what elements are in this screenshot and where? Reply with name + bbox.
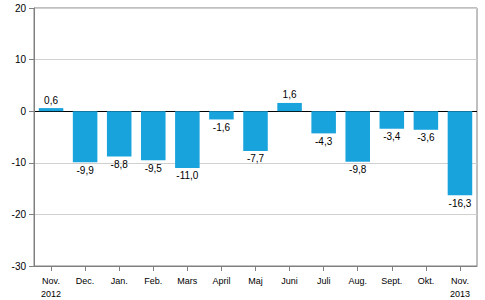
svg-text:-4,3: -4,3: [315, 136, 333, 147]
svg-text:-9,5: -9,5: [145, 163, 163, 174]
svg-text:2013: 2013: [450, 289, 470, 299]
svg-text:-1,6: -1,6: [213, 122, 231, 133]
svg-text:Sept.: Sept.: [381, 276, 402, 286]
svg-text:2012: 2012: [41, 289, 61, 299]
svg-text:-9,8: -9,8: [349, 164, 367, 175]
svg-text:Juli: Juli: [317, 276, 331, 286]
svg-text:10: 10: [15, 54, 27, 65]
svg-text:Aug.: Aug.: [348, 276, 367, 286]
svg-text:-20: -20: [12, 209, 27, 220]
svg-text:Dec.: Dec.: [76, 276, 95, 286]
svg-text:-3,4: -3,4: [383, 131, 401, 142]
svg-text:April: April: [212, 276, 230, 286]
svg-text:-11,0: -11,0: [176, 170, 198, 181]
svg-text:0,6: 0,6: [44, 95, 58, 106]
svg-text:-8,8: -8,8: [111, 159, 129, 170]
svg-text:Feb.: Feb.: [144, 276, 162, 286]
svg-text:Jan.: Jan.: [111, 276, 128, 286]
svg-text:Nov.: Nov.: [42, 276, 60, 286]
svg-text:Okt.: Okt.: [418, 276, 435, 286]
svg-text:-7,7: -7,7: [247, 153, 265, 164]
svg-text:Juni: Juni: [281, 276, 298, 286]
svg-text:1,6: 1,6: [283, 89, 297, 100]
svg-text:-30: -30: [12, 261, 27, 272]
svg-text:20: 20: [15, 3, 27, 14]
svg-text:-10: -10: [12, 157, 27, 168]
svg-text:-9,9: -9,9: [76, 165, 94, 176]
svg-text:-3,6: -3,6: [417, 132, 435, 143]
svg-text:Nov.: Nov.: [451, 276, 469, 286]
svg-text:0: 0: [20, 106, 26, 117]
svg-text:Maj: Maj: [248, 276, 263, 286]
svg-text:-16,3: -16,3: [449, 198, 472, 209]
svg-text:Mars: Mars: [177, 276, 197, 286]
